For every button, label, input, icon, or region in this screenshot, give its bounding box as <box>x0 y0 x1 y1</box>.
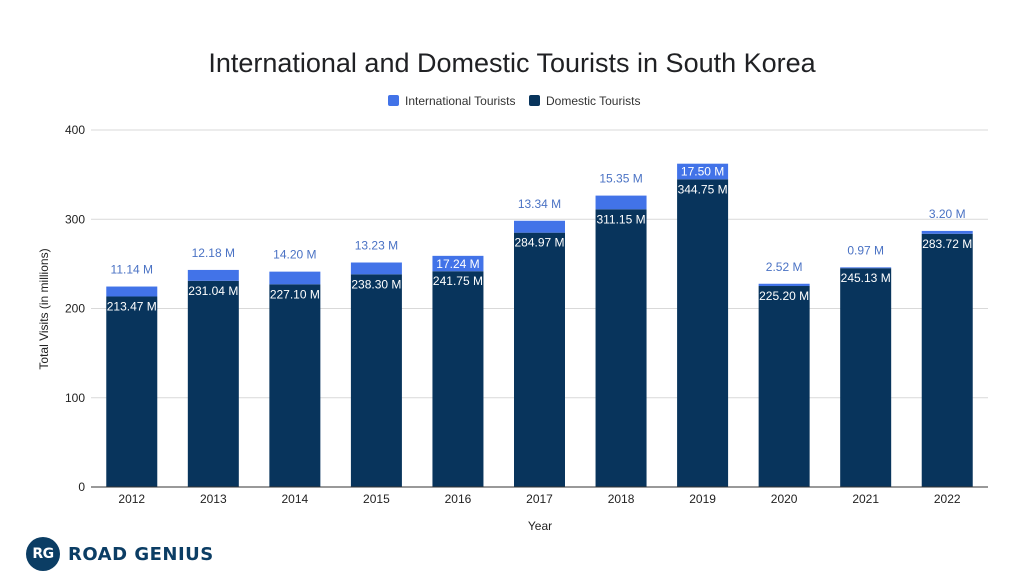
data-label-domestic-2020: 225.20 M <box>759 289 809 303</box>
y-axis-ticks: 0 100 200 300 400 <box>65 123 85 494</box>
x-tick-label: 2013 <box>200 492 227 506</box>
bar-domestic-2016[interactable] <box>432 271 484 487</box>
x-tick-label: 2019 <box>689 492 716 506</box>
data-label-domestic-2019: 344.75 M <box>678 182 728 196</box>
bar-international-2012[interactable] <box>106 286 158 297</box>
bar-domestic-2020[interactable] <box>758 286 810 487</box>
data-label-domestic-2022: 283.72 M <box>922 237 972 251</box>
bar-international-2021[interactable] <box>840 267 892 269</box>
brand-logo-icon: RG <box>26 537 60 571</box>
y-tick-label: 0 <box>78 480 85 494</box>
bar-international-2022[interactable] <box>921 230 973 234</box>
chart-title: International and Domestic Tourists in S… <box>208 48 816 78</box>
bar-international-2019[interactable] <box>677 163 729 180</box>
data-label-international-2020: 2.52 M <box>766 260 803 274</box>
x-tick-label: 2014 <box>282 492 309 506</box>
data-label-domestic-2015: 238.30 M <box>351 277 401 291</box>
data-label-domestic-2021: 245.13 M <box>841 271 891 285</box>
legend-label-international: International Tourists <box>405 94 516 108</box>
x-tick-label: 2015 <box>363 492 390 506</box>
bar-international-2015[interactable] <box>350 262 402 275</box>
bar-domestic-2013[interactable] <box>187 280 239 487</box>
brand-name: ROAD GENIUS <box>68 543 214 565</box>
data-label-international-2017: 13.34 M <box>518 197 561 211</box>
legend-item-international[interactable]: International Tourists <box>388 94 516 108</box>
bar-domestic-2017[interactable] <box>514 232 565 487</box>
bar-domestic-2014[interactable] <box>269 284 321 487</box>
bar-domestic-2022[interactable] <box>921 233 973 487</box>
data-label-domestic-2017: 284.97 M <box>514 236 564 250</box>
x-tick-label: 2021 <box>852 492 879 506</box>
bar-international-2016[interactable] <box>432 255 484 272</box>
data-label-international-2016: 17.24 M <box>436 257 479 271</box>
legend-item-domestic[interactable]: Domestic Tourists <box>529 94 640 108</box>
bar-international-2017[interactable] <box>514 220 565 233</box>
data-label-international-2018: 15.35 M <box>599 172 642 186</box>
bar-international-2013[interactable] <box>187 269 239 281</box>
y-axis-title: Total Visits (in millions) <box>37 248 51 369</box>
bar-international-2020[interactable] <box>758 283 810 287</box>
bar-domestic-2019[interactable] <box>677 179 729 488</box>
bars: 213.47 M 11.14 M 231.04 M 12.18 M 227.10 M 14… <box>106 163 973 488</box>
data-label-international-2019: 17.50 M <box>681 165 724 179</box>
bar-domestic-2012[interactable] <box>106 296 158 487</box>
brand-watermark: RG ROAD GENIUS <box>26 537 214 571</box>
bar-domestic-2021[interactable] <box>840 268 892 487</box>
legend-swatch-domestic <box>529 95 540 106</box>
data-label-domestic-2016: 241.75 M <box>433 274 483 288</box>
x-tick-label: 2012 <box>118 492 145 506</box>
data-label-international-2013: 12.18 M <box>192 246 235 260</box>
data-label-domestic-2014: 227.10 M <box>270 287 320 301</box>
legend-label-domestic: Domestic Tourists <box>546 94 640 108</box>
data-label-international-2021: 0.97 M <box>847 243 884 257</box>
data-label-international-2015: 13.23 M <box>355 239 398 253</box>
x-tick-label: 2022 <box>934 492 961 506</box>
bar-international-2014[interactable] <box>269 271 321 285</box>
data-label-international-2014: 14.20 M <box>273 248 316 262</box>
y-tick-label: 400 <box>65 123 85 137</box>
bar-domestic-2015[interactable] <box>350 274 402 487</box>
bar-international-2018[interactable] <box>595 195 647 210</box>
x-tick-label: 2018 <box>608 492 635 506</box>
data-label-domestic-2013: 231.04 M <box>188 284 238 298</box>
data-label-international-2022: 3.20 M <box>929 207 966 221</box>
x-tick-label: 2017 <box>526 492 553 506</box>
data-label-international-2012: 11.14 M <box>111 263 153 277</box>
bar-domestic-2018[interactable] <box>595 209 647 487</box>
legend-swatch-international <box>388 95 399 106</box>
x-axis-ticks: 2012 2013 2014 2015 2016 2017 2018 2019 2020 2021… <box>118 492 960 506</box>
y-tick-label: 300 <box>65 212 85 226</box>
data-label-domestic-2012: 213.47 M <box>107 299 157 313</box>
y-tick-label: 200 <box>65 302 85 316</box>
x-tick-label: 2016 <box>445 492 472 506</box>
legend: International Tourists Domestic Tourists <box>388 94 640 108</box>
y-tick-label: 100 <box>65 391 85 405</box>
data-label-domestic-2018: 311.15 M <box>596 212 645 226</box>
x-axis-title: Year <box>528 519 552 533</box>
x-tick-label: 2020 <box>771 492 798 506</box>
